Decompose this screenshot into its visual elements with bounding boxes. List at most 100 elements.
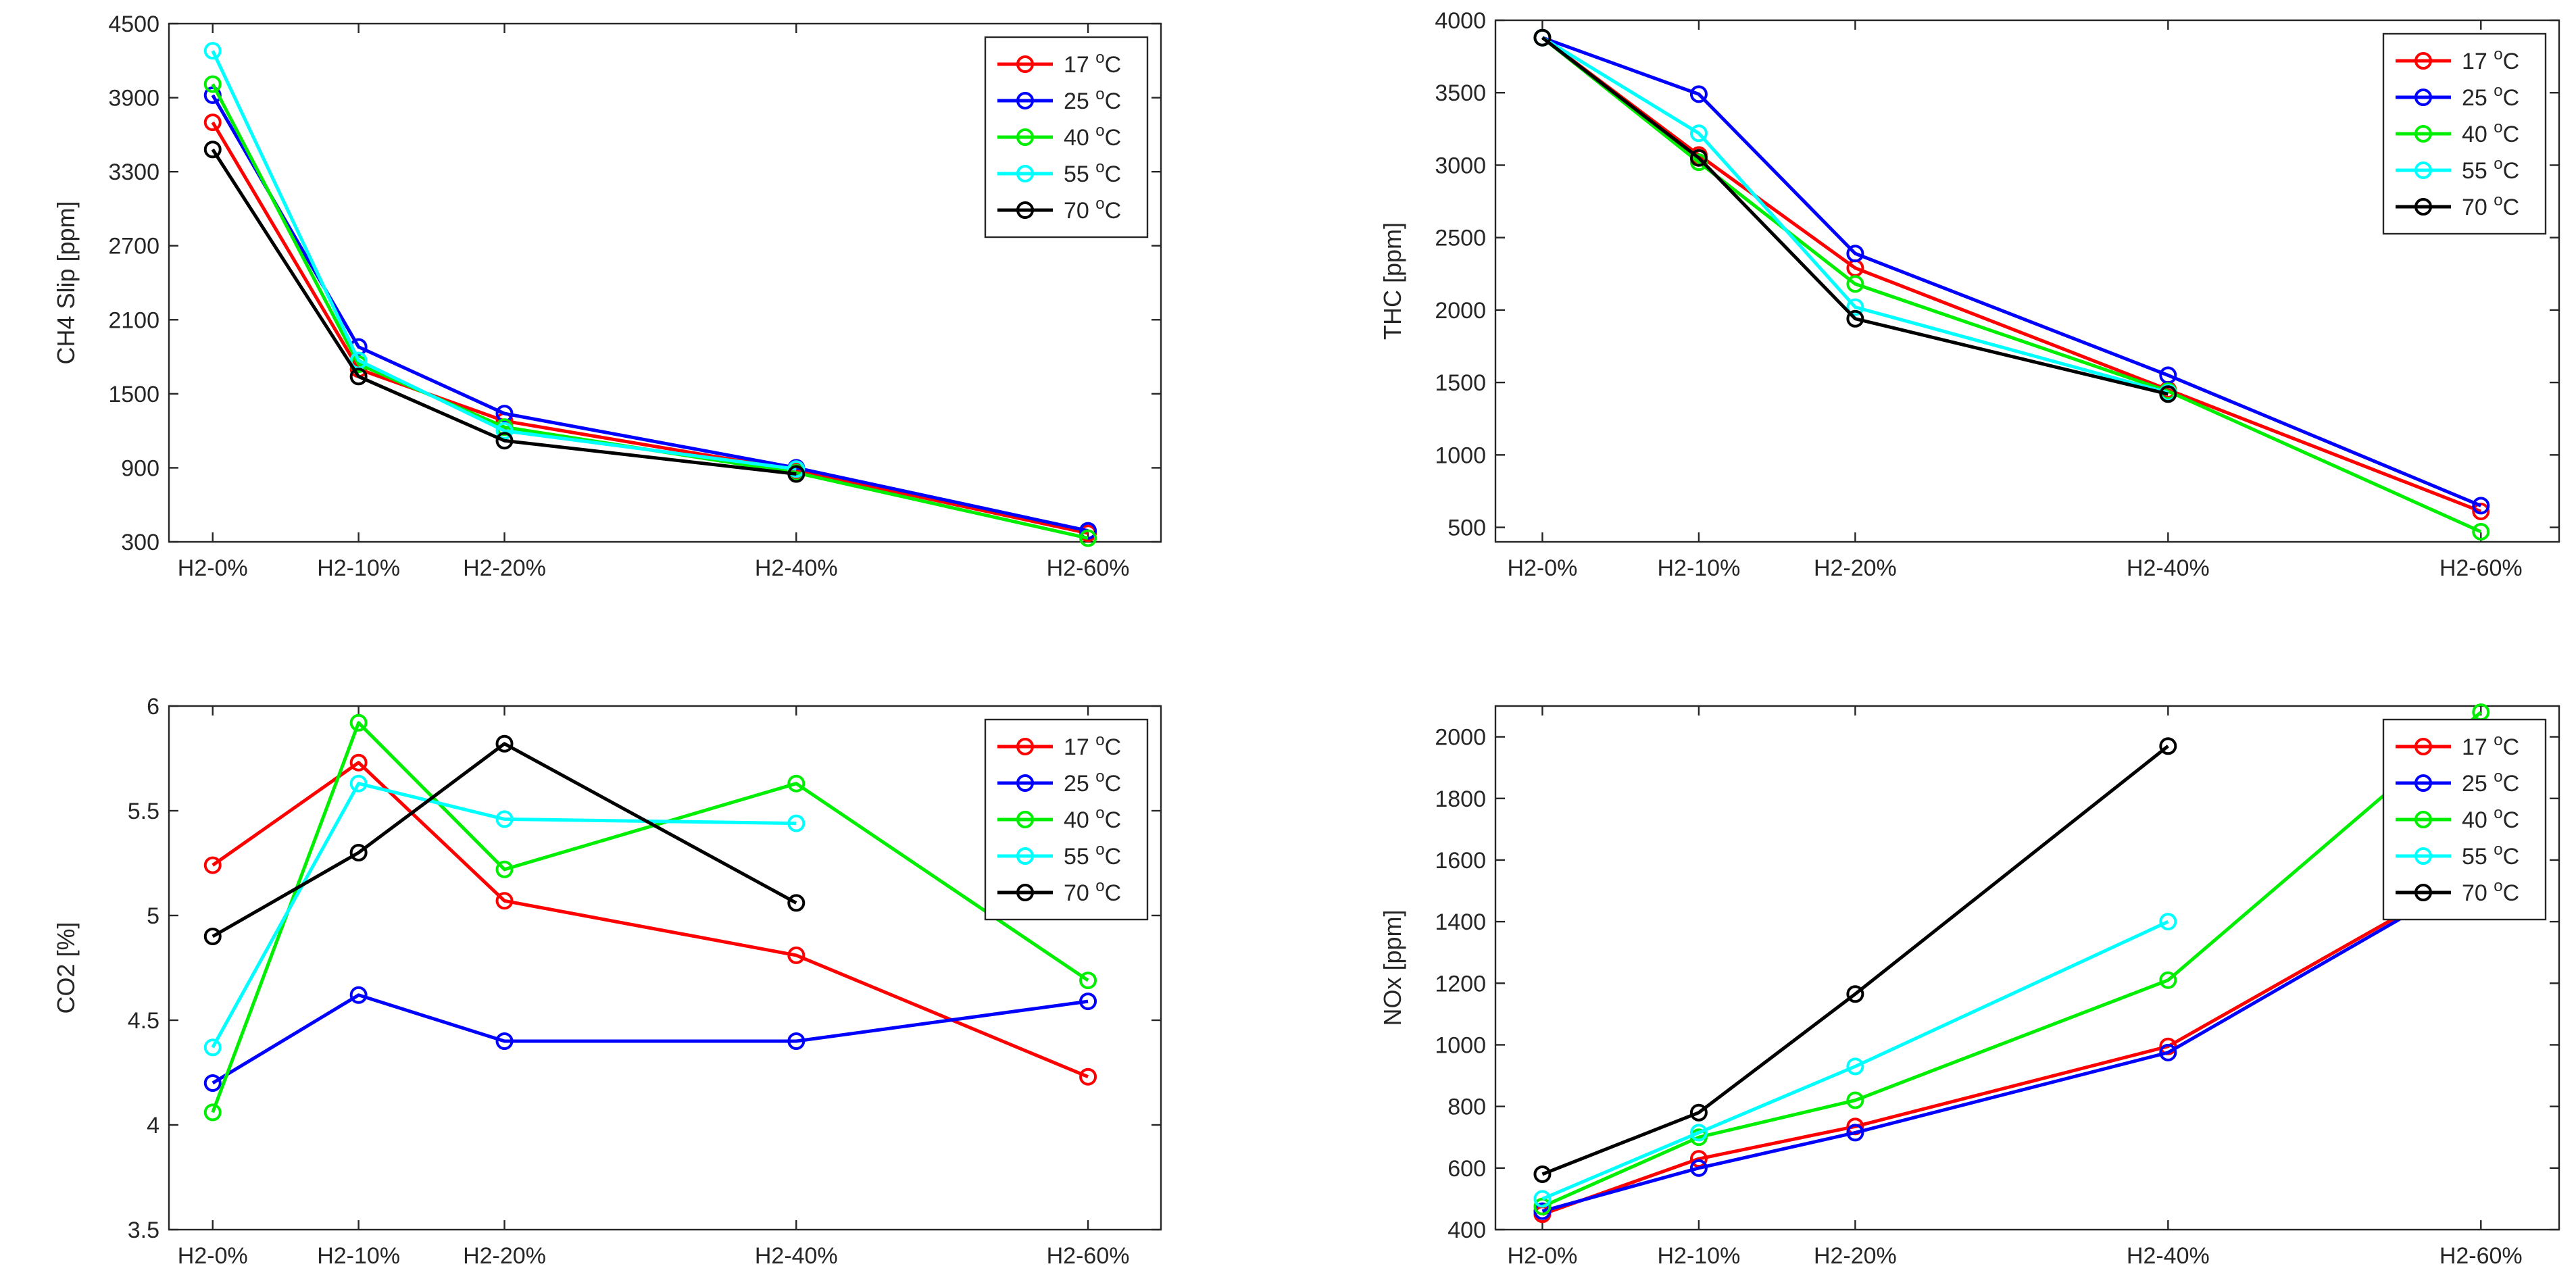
series-line-1 [212, 761, 1089, 1079]
y-tick-label: 4 [147, 1113, 159, 1138]
data-point [1533, 1190, 1552, 1208]
y-axis-label: CH4 Slip [ppm] [52, 201, 80, 364]
data-point [1079, 1068, 1097, 1086]
legend-label: 17 oC [2462, 45, 2519, 74]
legend-marker [1016, 738, 1034, 755]
legend-marker [1016, 201, 1034, 219]
legend-marker [2414, 847, 2432, 865]
data-point [203, 928, 222, 945]
data-point [787, 774, 806, 793]
legend-label: 70 oC [1064, 195, 1121, 224]
y-tick-label: 3000 [1435, 153, 1486, 178]
series-line-3 [1541, 36, 2482, 534]
legend-label: 25 oC [2462, 82, 2519, 111]
legend-label: 55 oC [2462, 155, 2519, 184]
legend-marker [2414, 811, 2432, 828]
y-tick-label: 500 [1447, 516, 1486, 541]
data-point [203, 1074, 222, 1092]
data-point [203, 141, 222, 159]
legend-marker [2414, 738, 2432, 755]
y-axis-label: NOx [ppm] [1379, 909, 1406, 1026]
y-tick-label: 400 [1447, 1217, 1486, 1243]
y-axis-label: THC [ppm] [1379, 222, 1406, 340]
x-tick-label: H2-10% [317, 555, 400, 581]
legend-marker [1016, 55, 1034, 73]
y-tick-label: 2500 [1435, 226, 1486, 251]
y-tick-label: 300 [121, 530, 159, 555]
data-point [203, 42, 222, 60]
chart-4: 400 600 800 1000 1200 1400 1600 1800 2000 H2-0% H2… [1379, 703, 2560, 1269]
data-point [2159, 385, 2177, 403]
legend-label: 40 oC [1064, 122, 1121, 151]
chart-3: 3.5 4 4.5 5 5.5 6 H2-0% H2-10% H2-20% H2-40% H2-60… [52, 694, 1162, 1269]
y-tick-label: 1500 [1435, 370, 1486, 396]
data-point [2159, 737, 2177, 755]
x-tick-label: H2-0% [1507, 555, 1577, 581]
y-tick-label: 1600 [1435, 848, 1486, 874]
x-tick-label: H2-40% [2127, 555, 2210, 581]
legend-label: 70 oC [2462, 191, 2519, 220]
data-point [349, 774, 368, 793]
data-point [1689, 1124, 1708, 1142]
legend-marker [1016, 774, 1034, 792]
data-point [1079, 993, 1097, 1011]
data-point [203, 75, 222, 93]
y-tick-label: 1400 [1435, 909, 1486, 935]
data-point [1689, 149, 1708, 167]
x-tick-label: H2-60% [2439, 555, 2523, 581]
y-tick-label: 5 [147, 903, 159, 929]
legend-marker [2414, 198, 2432, 216]
legend-marker [1016, 884, 1034, 901]
legend-label: 25 oC [1064, 768, 1121, 797]
y-tick-label: 1000 [1435, 443, 1486, 468]
data-point [2159, 1043, 2177, 1061]
data-point [1846, 309, 1864, 328]
legend-marker [2414, 884, 2432, 901]
series-line-4 [1541, 920, 2169, 1201]
data-point [349, 986, 368, 1004]
data-point [495, 1032, 514, 1050]
data-point [1689, 1159, 1708, 1177]
x-tick-label: H2-60% [2439, 1243, 2523, 1269]
y-tick-label: 1500 [108, 382, 159, 407]
legend-label: 40 oC [2462, 804, 2519, 833]
data-point [787, 465, 806, 483]
data-point [1846, 245, 1864, 263]
y-tick-label: 900 [121, 455, 159, 481]
x-tick-label: H2-0% [1507, 1243, 1577, 1269]
series-line-2 [212, 993, 1089, 1085]
y-tick-label: 600 [1447, 1156, 1486, 1182]
data-point [495, 860, 514, 878]
y-tick-label: 1000 [1435, 1032, 1486, 1058]
legend-marker [2414, 89, 2432, 106]
x-tick-label: H2-20% [1814, 555, 1897, 581]
legend-marker [2414, 774, 2432, 792]
data-point [1846, 1124, 1864, 1142]
data-point [203, 1038, 222, 1057]
data-point [1689, 124, 1708, 143]
series-line-2 [1541, 871, 2482, 1213]
y-tick-label: 3500 [1435, 80, 1486, 106]
y-tick-label: 4500 [108, 11, 159, 37]
data-point [349, 713, 368, 732]
legend-label: 40 oC [1064, 804, 1121, 833]
series-line-5 [211, 148, 797, 476]
data-point [1846, 275, 1864, 293]
y-tick-label: 2700 [108, 234, 159, 259]
data-point [2472, 522, 2490, 541]
x-tick-label: H2-10% [317, 1243, 400, 1269]
data-point [787, 946, 806, 964]
data-point [1846, 985, 1864, 1003]
legend-label: 17 oC [1064, 731, 1121, 760]
data-point [787, 894, 806, 912]
x-tick-label: H2-40% [2127, 1243, 2210, 1269]
legend-marker [2414, 125, 2432, 143]
legend-label: 40 oC [2462, 118, 2519, 147]
legend-marker [1016, 128, 1034, 146]
data-point [787, 1032, 806, 1050]
legend: 17 oC 25 oC 40 oC 55 oC 70 oC [984, 36, 1149, 238]
data-point [787, 814, 806, 832]
legend-marker [1016, 92, 1034, 109]
series-line-5 [212, 742, 797, 938]
y-tick-label: 1800 [1435, 786, 1486, 812]
